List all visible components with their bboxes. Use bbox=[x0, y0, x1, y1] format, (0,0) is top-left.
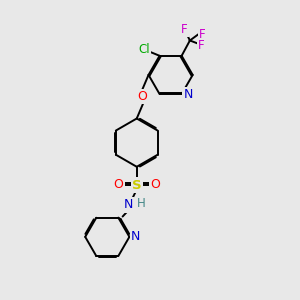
Text: N: N bbox=[131, 230, 141, 243]
Text: F: F bbox=[198, 39, 204, 52]
Text: F: F bbox=[199, 28, 206, 40]
Text: O: O bbox=[138, 90, 148, 103]
Text: N: N bbox=[124, 198, 133, 211]
Text: Cl: Cl bbox=[138, 43, 150, 56]
Text: F: F bbox=[181, 23, 188, 36]
Text: O: O bbox=[114, 178, 123, 191]
Text: H: H bbox=[136, 197, 145, 210]
Text: N: N bbox=[183, 88, 193, 101]
Text: O: O bbox=[150, 178, 160, 191]
Text: S: S bbox=[132, 178, 142, 191]
